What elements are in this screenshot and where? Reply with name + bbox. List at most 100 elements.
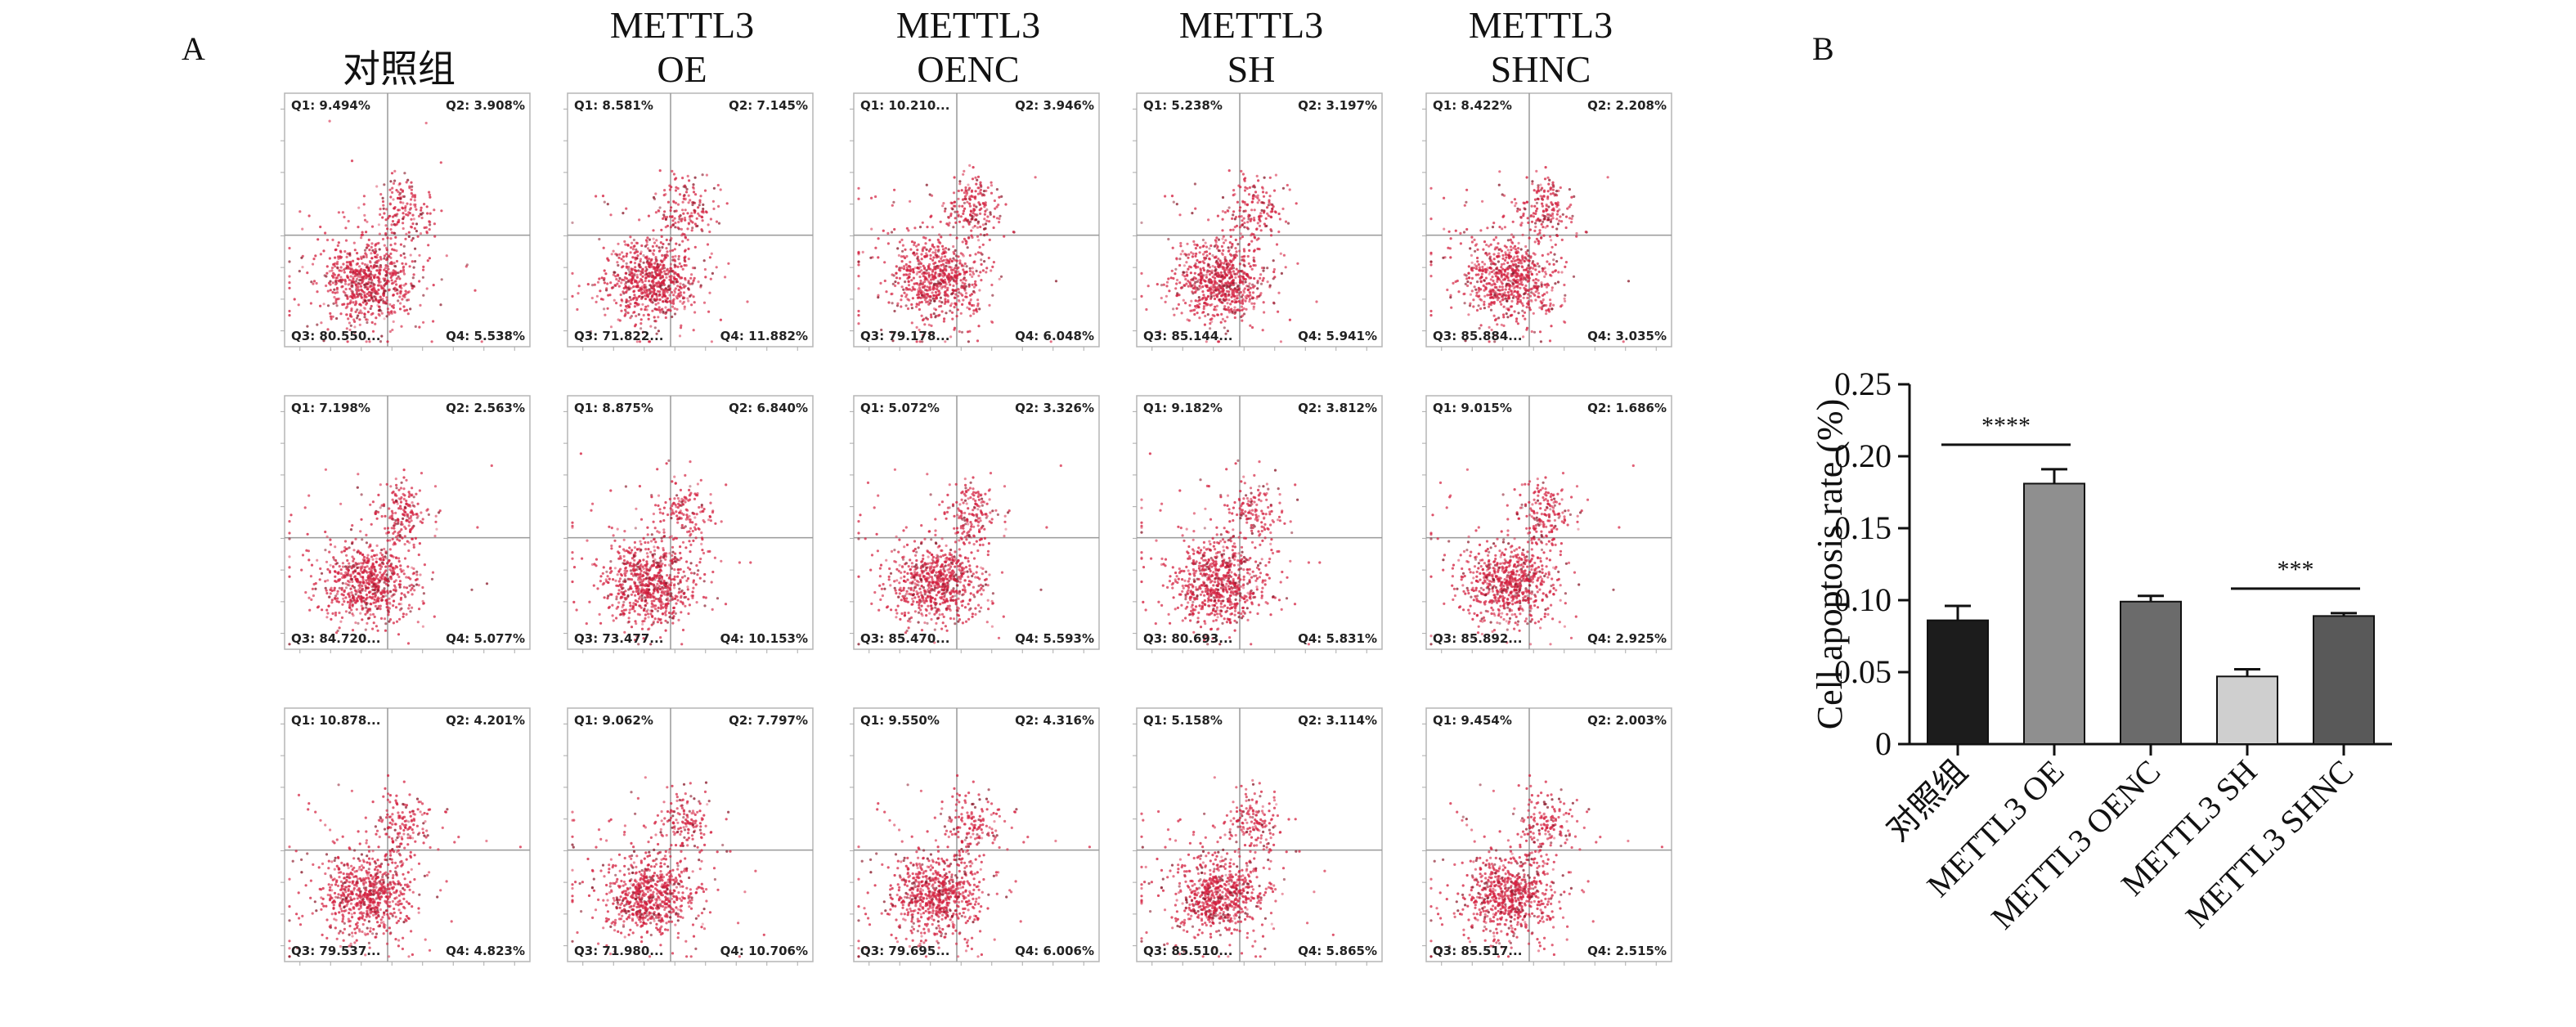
flow-plot: Q1: 5.158% Q2: 3.114% Q3: 85.510... Q4: 5.8… bbox=[1122, 703, 1385, 981]
flow-plot-svg: Q1: 8.875% Q2: 6.840% Q3: 73.477... Q4: 10.… bbox=[563, 395, 814, 653]
flow-plot-svg: Q1: 5.238% Q2: 3.197% Q3: 85.144... Q4: 5.9… bbox=[1133, 92, 1383, 351]
quadrant-label-q4: Q4: 6.048% bbox=[1015, 329, 1094, 343]
significance-label: **** bbox=[1981, 412, 2031, 439]
flow-plot: Q1: 8.422% Q2: 2.208% Q3: 85.884... Q4: 3.0… bbox=[1411, 88, 1675, 366]
flow-plot-svg: Q1: 8.581% Q2: 7.145% Q3: 71.822... Q4: 11.… bbox=[563, 92, 814, 351]
x-tick-label: METTL3 SHNC bbox=[2179, 753, 2361, 935]
quadrant-label-q4: Q4: 6.006% bbox=[1015, 944, 1094, 958]
quadrant-label-q3: Q3: 79.537... bbox=[291, 944, 380, 958]
flow-plot-svg: Q1: 5.072% Q2: 3.326% Q3: 85.470... Q4: 5.5… bbox=[850, 395, 1100, 653]
quadrant-label-q3: Q3: 85.892... bbox=[1433, 631, 1522, 646]
quadrant-label-q1: Q1: 9.182% bbox=[1143, 401, 1223, 415]
plot-frame bbox=[567, 92, 814, 348]
quadrant-label-q2: Q2: 3.197% bbox=[1298, 98, 1377, 113]
event-cloud bbox=[288, 119, 483, 343]
panel-label-b: B bbox=[1812, 30, 1834, 67]
quadrant-label-q2: Q2: 3.812% bbox=[1298, 401, 1377, 415]
flow-plot: Q1: 5.238% Q2: 3.197% Q3: 85.144... Q4: 5.9… bbox=[1122, 88, 1385, 366]
flow-plot-svg: Q1: 9.182% Q2: 3.812% Q3: 80.693... Q4: 5.8… bbox=[1133, 395, 1383, 653]
flow-plot-svg: Q1: 10.210... Q2: 3.946% Q3: 79.178... Q4: … bbox=[850, 92, 1100, 351]
x-tick-label: 对照组 bbox=[1879, 753, 1975, 849]
quadrant-label-q1: Q1: 9.015% bbox=[1433, 401, 1512, 415]
quadrant-label-q4: Q4: 5.941% bbox=[1298, 329, 1377, 343]
quadrant-label-q3: Q3: 85.144... bbox=[1143, 329, 1232, 343]
panel-label-a: A bbox=[182, 30, 205, 67]
x-tick-label: METTL3 OENC bbox=[1984, 753, 2167, 936]
plot-frame bbox=[1425, 395, 1672, 650]
quadrant-label-q2: Q2: 4.316% bbox=[1015, 713, 1094, 728]
column-title-line: OENC bbox=[917, 48, 1020, 90]
quadrant-label-q4: Q4: 5.593% bbox=[1015, 631, 1094, 646]
column-title-line: METTL3 bbox=[609, 4, 755, 46]
plot-frame bbox=[853, 395, 1100, 650]
quadrant-label-q2: Q2: 3.326% bbox=[1015, 401, 1094, 415]
quadrant-label-q2: Q2: 6.840% bbox=[729, 401, 808, 415]
column-title: METTL3 SHNC bbox=[1410, 3, 1672, 92]
quadrant-label-q1: Q1: 10.878... bbox=[291, 713, 380, 728]
flow-plot: Q1: 9.454% Q2: 2.003% Q3: 85.517... Q4: 2.5… bbox=[1411, 703, 1675, 981]
quadrant-label-q1: Q1: 5.238% bbox=[1143, 98, 1223, 113]
quadrant-label-q4: Q4: 3.035% bbox=[1587, 329, 1667, 343]
quadrant-label-q2: Q2: 3.908% bbox=[446, 98, 525, 113]
event-cloud bbox=[288, 774, 522, 958]
quadrant-label-q4: Q4: 10.706% bbox=[720, 944, 808, 958]
quadrant-label-q2: Q2: 2.563% bbox=[446, 401, 525, 415]
plot-frame bbox=[1136, 395, 1383, 650]
event-cloud bbox=[571, 452, 752, 646]
flow-plot-svg: Q1: 5.158% Q2: 3.114% Q3: 85.510... Q4: 5.8… bbox=[1133, 707, 1383, 966]
quadrant-label-q1: Q1: 8.422% bbox=[1433, 98, 1512, 113]
quadrant-label-q3: Q3: 79.695... bbox=[860, 944, 949, 958]
event-cloud bbox=[1429, 166, 1631, 343]
column-title: 对照组 bbox=[268, 3, 530, 92]
quadrant-label-q3: Q3: 80.693... bbox=[1143, 631, 1232, 646]
y-tick-label: 0.05 bbox=[1834, 653, 1892, 690]
quadrant-label-q3: Q3: 85.470... bbox=[860, 631, 949, 646]
column-title-line: SHNC bbox=[1490, 48, 1591, 90]
quadrant-label-q1: Q1: 9.494% bbox=[291, 98, 370, 113]
y-tick-label: 0.20 bbox=[1834, 437, 1892, 474]
flow-plot-svg: Q1: 9.454% Q2: 2.003% Q3: 85.517... Q4: 2.5… bbox=[1422, 707, 1672, 966]
column-title: METTL3 OE bbox=[551, 3, 813, 92]
quadrant-label-q2: Q2: 2.208% bbox=[1587, 98, 1667, 113]
quadrant-label-q3: Q3: 71.822... bbox=[574, 329, 663, 343]
event-cloud bbox=[571, 169, 749, 343]
column-title-line: METTL3 bbox=[895, 4, 1041, 46]
column-title-line: OE bbox=[657, 48, 707, 90]
flow-plot: Q1: 8.581% Q2: 7.145% Q3: 71.822... Q4: 11.… bbox=[553, 88, 816, 366]
quadrant-label-q4: Q4: 5.538% bbox=[446, 329, 525, 343]
quadrant-label-q1: Q1: 7.198% bbox=[291, 401, 370, 415]
plot-frame bbox=[567, 707, 814, 962]
quadrant-label-q3: Q3: 71.980... bbox=[574, 944, 663, 958]
y-tick-label: 0 bbox=[1875, 725, 1892, 762]
quadrant-label-q4: Q4: 2.925% bbox=[1587, 631, 1667, 646]
column-title-line: METTL3 bbox=[1468, 4, 1613, 46]
y-tick-label: 0.25 bbox=[1834, 366, 1892, 402]
bar bbox=[1927, 619, 1989, 746]
flow-plot: Q1: 5.072% Q2: 3.326% Q3: 85.470... Q4: 5.5… bbox=[839, 391, 1102, 669]
quadrant-label-q1: Q1: 8.581% bbox=[574, 98, 653, 113]
quadrant-label-q2: Q2: 1.686% bbox=[1587, 401, 1667, 415]
quadrant-label-q1: Q1: 9.454% bbox=[1433, 713, 1512, 728]
flow-plot: Q1: 8.875% Q2: 6.840% Q3: 73.477... Q4: 10.… bbox=[553, 391, 816, 669]
event-cloud bbox=[857, 464, 1062, 646]
flow-plot: Q1: 10.878... Q2: 4.201% Q3: 79.537... Q4: … bbox=[270, 703, 533, 981]
flow-plot-svg: Q1: 9.062% Q2: 7.797% Q3: 71.980... Q4: 10.… bbox=[563, 707, 814, 966]
column-title: METTL3 OENC bbox=[837, 3, 1099, 92]
quadrant-label-q3: Q3: 85.517... bbox=[1433, 944, 1522, 958]
column-title-line: METTL3 bbox=[1178, 4, 1324, 46]
quadrant-label-q2: Q2: 2.003% bbox=[1587, 713, 1667, 728]
y-tick-label: 0.15 bbox=[1834, 509, 1892, 546]
event-cloud bbox=[571, 776, 765, 958]
quadrant-label-q4: Q4: 5.831% bbox=[1298, 631, 1377, 646]
event-cloud bbox=[1429, 464, 1635, 646]
quadrant-label-q1: Q1: 9.062% bbox=[574, 713, 653, 728]
event-cloud bbox=[1140, 452, 1322, 646]
quadrant-label-q4: Q4: 2.515% bbox=[1587, 944, 1667, 958]
quadrant-label-q3: Q3: 85.884... bbox=[1433, 329, 1522, 343]
bar bbox=[2313, 615, 2375, 745]
quadrant-label-q1: Q1: 10.210... bbox=[860, 98, 949, 113]
flow-plot-svg: Q1: 7.198% Q2: 2.563% Q3: 84.720... Q4: 5.0… bbox=[280, 395, 531, 653]
bar bbox=[2216, 675, 2278, 745]
quadrant-label-q3: Q3: 85.510... bbox=[1143, 944, 1232, 958]
